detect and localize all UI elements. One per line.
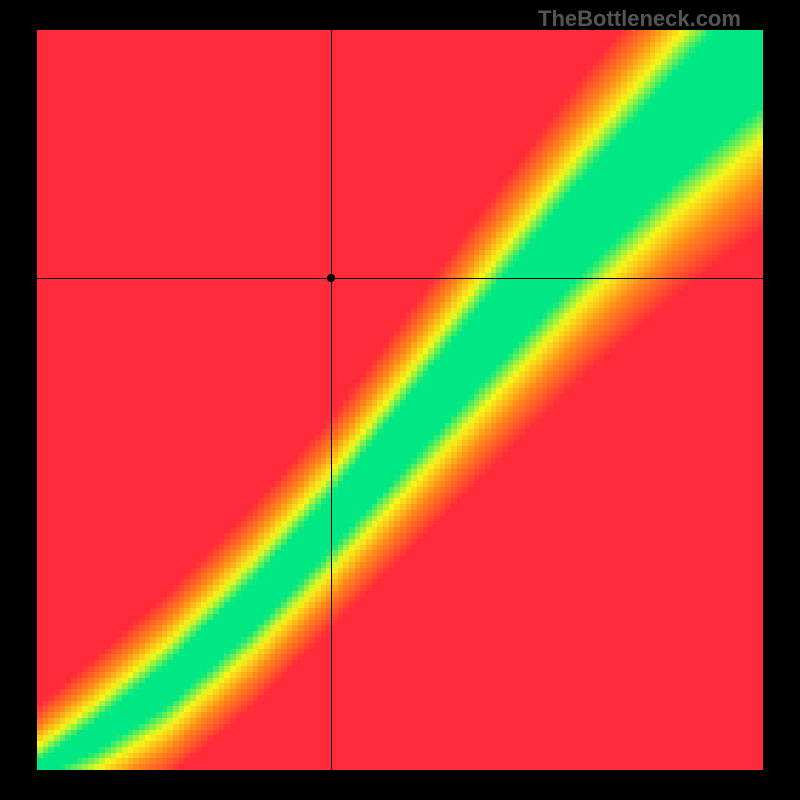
- watermark-text: TheBottleneck.com: [538, 6, 741, 32]
- heatmap-plot: [37, 30, 763, 770]
- heatmap-canvas: [37, 30, 763, 770]
